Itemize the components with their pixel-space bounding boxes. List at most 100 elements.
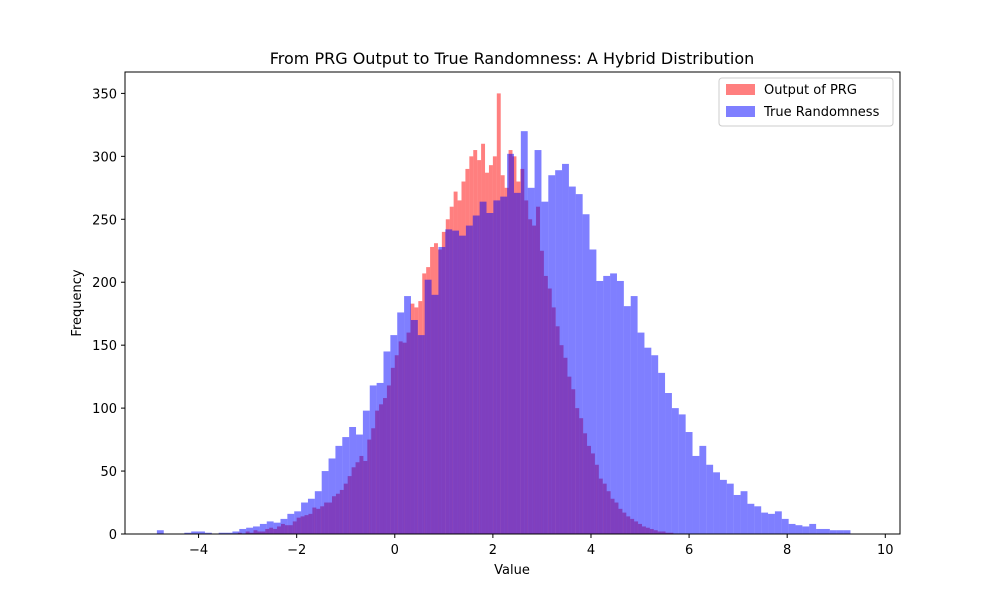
histogram-bar [294, 511, 302, 534]
legend-label-true-randomness: True Randomness [763, 105, 880, 120]
histogram-bar [733, 494, 741, 534]
histogram-bar [665, 393, 672, 534]
histogram-bar [452, 230, 460, 535]
histogram-bar [376, 382, 384, 534]
histogram-bar [507, 153, 514, 534]
histogram-bar [253, 526, 260, 534]
histogram-bar [513, 192, 521, 534]
histogram-bar [644, 347, 652, 534]
x-axis-ticks: −4 −2 0 2 4 6 8 10 [189, 534, 894, 558]
histogram-bar [692, 455, 700, 534]
legend-swatch-prg [726, 84, 755, 95]
histogram-bar [287, 513, 295, 534]
y-tick-label: 50 [100, 465, 117, 480]
histogram-bar [616, 280, 624, 534]
histogram-bar [198, 531, 205, 534]
histogram-bar [768, 513, 775, 534]
histogram-bar [349, 426, 357, 534]
histogram-bar [555, 170, 563, 534]
histogram-bar [541, 201, 549, 535]
histogram-bar [191, 531, 199, 534]
histogram-bar [404, 296, 411, 534]
histogram-bar [225, 532, 233, 534]
histogram-bar [726, 483, 734, 534]
histogram-bar [809, 523, 817, 534]
legend-swatch-true-randomness [726, 106, 755, 117]
y-tick-label: 0 [109, 528, 117, 543]
histogram-bar [438, 246, 446, 534]
y-tick-label: 150 [92, 339, 117, 354]
histogram-bar [273, 522, 281, 534]
histogram-bar [816, 528, 823, 534]
y-tick-label: 350 [92, 87, 117, 102]
legend-label-prg: Output of PRG [764, 83, 857, 98]
histogram-bar [280, 518, 288, 534]
histogram-bar [671, 408, 679, 534]
histogram-bar [740, 491, 748, 534]
legend-frame [718, 77, 894, 127]
histogram-bar [685, 432, 693, 534]
histogram-bar [500, 196, 508, 534]
histogram-bar [562, 163, 569, 534]
histogram-bar [719, 479, 727, 534]
bars-layer [156, 93, 851, 535]
histogram-bar [328, 458, 336, 534]
y-axis-label: Frequency [70, 269, 85, 336]
histogram-bar [637, 332, 645, 534]
histogram-bar [699, 445, 707, 534]
histogram-bar [459, 235, 466, 534]
histogram-bar [410, 319, 418, 534]
histogram-bar [356, 434, 363, 534]
x-tick-label: 2 [489, 543, 497, 558]
histogram-bar [575, 194, 583, 534]
histogram-bar [232, 531, 240, 534]
histogram-bar [774, 511, 782, 534]
histogram-bar [843, 530, 851, 534]
histogram-bar [623, 306, 631, 534]
histogram-bar [397, 312, 405, 534]
x-tick-label: 10 [877, 543, 894, 558]
histogram-bar [754, 506, 762, 534]
histogram-bar [301, 502, 308, 534]
histogram-bar [259, 523, 267, 534]
y-tick-label: 200 [92, 276, 117, 291]
x-tick-label: 8 [783, 543, 791, 558]
histogram-bar [342, 437, 350, 534]
histogram-bar [589, 249, 597, 534]
histogram-bar [802, 526, 810, 534]
histogram-bar [314, 491, 322, 534]
histogram-bar [424, 279, 432, 534]
chart-title: From PRG Output to True Randomness: A Hy… [270, 49, 755, 68]
series-1-bars [156, 131, 851, 535]
histogram-bar [651, 355, 659, 534]
histogram-bar [472, 215, 480, 535]
histogram-bar [218, 532, 226, 534]
x-tick-label: −2 [287, 543, 306, 558]
x-tick-label: 4 [587, 543, 595, 558]
histogram-bar [761, 512, 769, 534]
histogram-bar [527, 187, 535, 535]
histogram-bar [307, 498, 315, 534]
histogram-bar [582, 214, 590, 535]
histogram-bar [829, 530, 837, 534]
histogram-bar [548, 175, 556, 535]
histogram-bar [335, 445, 343, 534]
histogram-bar [321, 471, 329, 534]
histogram-bar [781, 518, 789, 534]
y-tick-label: 100 [92, 402, 117, 417]
histogram-bar [836, 530, 844, 534]
histogram-bar [465, 225, 473, 534]
histogram-bar [369, 385, 377, 534]
histogram-bar [239, 528, 247, 534]
histogram-bar [678, 414, 686, 534]
histogram-bar [383, 351, 391, 534]
histogram-bar [630, 296, 638, 534]
histogram-bar [390, 335, 398, 534]
histogram-bar [156, 530, 164, 534]
histogram-bar [610, 273, 617, 534]
y-tick-label: 250 [92, 213, 117, 228]
histogram-bar [788, 523, 796, 534]
histogram-bar [204, 532, 212, 534]
y-tick-label: 300 [92, 150, 117, 165]
